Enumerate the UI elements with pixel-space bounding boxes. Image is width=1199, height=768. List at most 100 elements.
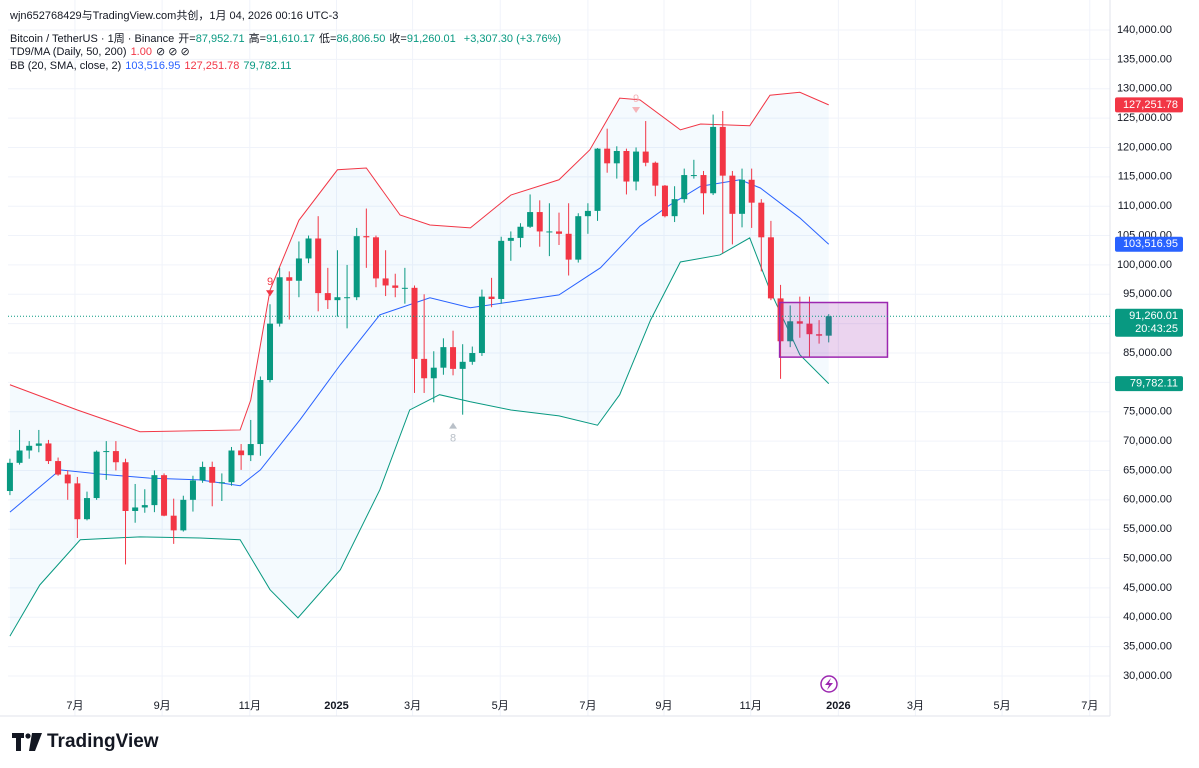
candle-body [6, 462, 13, 492]
candle-body [64, 474, 71, 484]
candle-body [286, 277, 293, 281]
candle-body [671, 199, 678, 217]
candle-body [498, 240, 505, 299]
candle-body [372, 237, 379, 279]
candle-body [170, 515, 177, 531]
candle-body [55, 461, 62, 475]
candle-body [228, 450, 235, 483]
candle-body [45, 443, 52, 462]
price-tag [1115, 308, 1183, 337]
candle-body [565, 233, 572, 260]
candle-body [344, 297, 351, 299]
event-icon [820, 675, 838, 693]
candle-body [536, 212, 543, 232]
price-tag-label: 103,516.95 [1123, 238, 1178, 250]
candle-body [604, 148, 611, 164]
candle-body [613, 150, 620, 164]
candle-body [199, 466, 206, 481]
candle-body [758, 202, 765, 238]
y-tick-label: 130,000.00 [1117, 83, 1172, 95]
band-line [9, 179, 830, 513]
price-tag [1115, 97, 1183, 113]
candle-body [324, 293, 331, 301]
logo-icon [12, 733, 42, 751]
candle-body [777, 298, 784, 342]
y-tick-label: 140,000.00 [1117, 24, 1172, 36]
x-tick-label: 5月 [492, 700, 509, 712]
candle-body [478, 296, 485, 354]
x-tick-label: 11月 [239, 700, 261, 712]
price-tag [1115, 236, 1183, 252]
candle-body [247, 444, 254, 456]
y-tick-label: 60,000.00 [1123, 494, 1172, 506]
candle-body [161, 475, 168, 516]
candle-body [575, 216, 582, 260]
candle-body [112, 451, 119, 463]
indicator-value: 1.00 [130, 46, 152, 58]
ohlc-value: 87,952.71 [195, 33, 245, 45]
x-tick-label: 3月 [907, 700, 924, 712]
candle-body [507, 237, 514, 241]
ohlc: 开=87,952.71 高=91,610.17 低=86,806.50 收=91,26… [178, 33, 460, 45]
ohlc-label: 低= [319, 33, 337, 45]
candle-body [26, 445, 33, 451]
indicator-value: ⊘ ⊘ ⊘ [155, 46, 190, 58]
candle-body [315, 238, 322, 294]
indicator-value: 79,782.11 [243, 60, 292, 72]
candle-body [584, 210, 591, 217]
candle-body [209, 466, 216, 483]
candle-body [334, 297, 341, 301]
y-tick-label: 35,000.00 [1123, 641, 1172, 653]
event-icon [825, 678, 833, 690]
band-line [9, 91, 829, 433]
td-arrow [632, 107, 641, 114]
candle-body [430, 367, 437, 379]
price-tag [1115, 376, 1183, 392]
candle-body [276, 277, 283, 324]
candle-body [623, 150, 630, 182]
candle-body [151, 475, 158, 506]
x-tick-label: 7月 [579, 700, 596, 712]
candle-body [295, 258, 302, 281]
candle-body [450, 347, 457, 369]
x-tick-label: 5月 [994, 700, 1011, 712]
candle-body [83, 498, 90, 520]
indicator-name: BB (20, SMA, close, 2) [10, 60, 122, 72]
candle-body [690, 175, 697, 177]
price-tag-label: 127,251.78 [1123, 99, 1178, 111]
x-tick-label: 7月 [1081, 700, 1098, 712]
candle-body [748, 179, 755, 203]
y-tick-label: 70,000.00 [1123, 435, 1172, 447]
y-tick-label: 30,000.00 [1123, 670, 1172, 682]
candle-body [787, 321, 794, 342]
x-tick-label: 2025 [324, 700, 348, 712]
candle-body [392, 285, 399, 288]
candle-body [257, 380, 264, 445]
x-tick-label: 3月 [404, 700, 421, 712]
candle-body [141, 505, 148, 508]
td-label: 9 [633, 93, 639, 105]
candle-body [594, 148, 601, 211]
y-tick-label: 50,000.00 [1123, 552, 1172, 564]
td-arrow [449, 422, 458, 429]
td-arrow [266, 290, 275, 297]
y-tick-label: 115,000.00 [1118, 171, 1172, 183]
candle-body [189, 480, 196, 500]
y-tick-label: 75,000.00 [1123, 406, 1172, 418]
candle-body [353, 236, 360, 298]
symbol-line: Bitcoin / TetherUS · 1周 · Binance 开=87,95… [10, 30, 565, 46]
band-line [9, 237, 830, 637]
candle-body [74, 483, 81, 520]
indicator-value: 127,251.78 [184, 60, 240, 72]
indicator: TD9/MA (Daily, 50, 200) 1.00 ⊘ ⊘ ⊘ [10, 45, 194, 58]
candle-body [642, 151, 649, 163]
td-label: 8 [450, 433, 456, 445]
candle-body [459, 361, 466, 369]
candle-body [382, 278, 389, 286]
ohlc-label: 收= [389, 33, 407, 45]
candle-body [132, 507, 139, 511]
candle-body [267, 323, 274, 381]
y-tick-label: 85,000.00 [1123, 347, 1172, 359]
price-tag-label: 79,782.11 [1130, 378, 1178, 390]
